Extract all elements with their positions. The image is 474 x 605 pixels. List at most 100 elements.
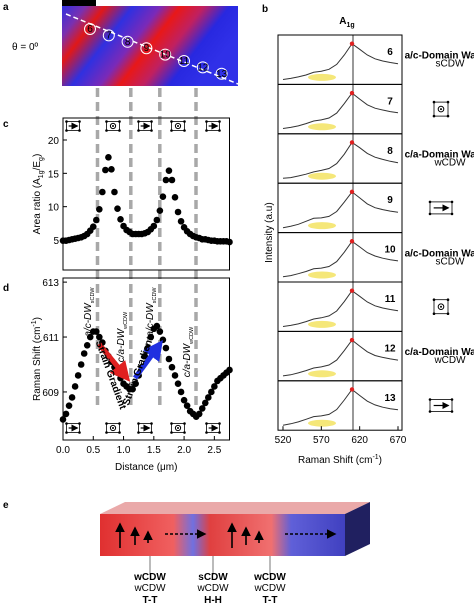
position-label: 8 [125, 37, 131, 48]
shoulder-shade [308, 123, 336, 131]
scale-bar [62, 0, 96, 6]
x-tick-label: 2.0 [177, 445, 191, 456]
peak-marker [349, 387, 355, 392]
data-point [171, 372, 179, 379]
wall-label: a/c-Domain Wall [405, 51, 474, 62]
data-point [150, 222, 158, 230]
spectrum-name: 7 [387, 96, 393, 107]
data-point [195, 410, 203, 418]
data-point [153, 216, 161, 224]
position-label: 9 [144, 43, 150, 54]
data-point [208, 388, 215, 396]
data-point [59, 416, 67, 423]
data-point [156, 207, 164, 214]
y-axis-label: Raman Shift (cm-1) [31, 317, 43, 401]
shoulder-shade [308, 172, 336, 180]
position-label: 7 [106, 30, 112, 41]
position-label: 12 [197, 62, 209, 73]
data-point [159, 336, 167, 344]
x-axis-label-part: -1 [372, 454, 378, 461]
peak-marker [349, 140, 355, 145]
shoulder-shade [308, 222, 336, 230]
spectrum-name: 8 [387, 146, 393, 157]
y-tick-label: 15 [48, 169, 60, 180]
icon-corner [137, 422, 140, 425]
y-tick-label: 20 [48, 136, 60, 147]
y-tick-label: 5 [53, 236, 59, 247]
data-point [180, 396, 188, 404]
position-marker [121, 35, 134, 48]
data-point [68, 394, 76, 401]
icon-corner [150, 120, 153, 123]
spectrum-name: 10 [384, 245, 396, 256]
spectra-title-part: A [339, 16, 346, 27]
icon-corner [205, 431, 208, 434]
x-tick-label: 2.5 [207, 445, 221, 456]
x-tick-label: 670 [390, 435, 407, 446]
data-point [65, 402, 73, 409]
y-axis-label: Area ratio (A1g/Eg) [32, 154, 45, 235]
icon-corner [105, 422, 108, 425]
x-axis-label-part: Raman Shift (cm [298, 455, 372, 466]
icon-corner [446, 298, 450, 302]
icon-corner [183, 120, 186, 123]
spectrum-name: 6 [387, 47, 393, 58]
icon-dot [177, 125, 179, 127]
y-axis-label-part: ) [32, 154, 43, 157]
icon-corner [446, 312, 450, 316]
spectrum-line [282, 388, 399, 426]
orientation-icon [433, 299, 449, 315]
icon-corner [450, 398, 454, 401]
pfm-image [62, 6, 238, 86]
spectrum-line [282, 339, 399, 377]
icon-corner [218, 120, 221, 123]
peak-marker [349, 239, 355, 244]
wall-label-sub: sCDW [436, 256, 465, 267]
wall-annotation: c/a-DWwCDW [116, 311, 129, 362]
icon-corner [118, 431, 121, 434]
data-point [111, 188, 118, 196]
data-point [174, 208, 182, 216]
spectrum-name: 11 [385, 294, 396, 305]
wall-label: c/a-Domain Wall [405, 347, 474, 358]
icon-corner [218, 422, 221, 425]
data-point [117, 216, 124, 223]
data-point [105, 154, 112, 161]
panel-label: a [3, 2, 9, 13]
data-point [156, 328, 164, 335]
data-point [165, 355, 173, 363]
wall-annotation-name: c/a-DW [116, 327, 127, 362]
y-axis-label: Intensity (a.u) [264, 202, 275, 263]
panel-label: b [262, 4, 268, 15]
spectrum-line [282, 92, 399, 129]
spectrum-line [282, 141, 399, 179]
y-axis-label-part: -1 [31, 320, 38, 326]
y-axis-label-part: /E [32, 161, 43, 171]
block-top [100, 502, 370, 514]
icon-corner [218, 431, 221, 434]
icon-dot [440, 305, 442, 308]
angle-label: θ = 0º [12, 42, 39, 53]
position-marker [140, 42, 153, 55]
data-point [74, 372, 82, 379]
polar-arrows [115, 522, 337, 548]
data-point [162, 344, 170, 352]
icon-corner [78, 129, 81, 132]
data-point [177, 388, 185, 396]
cdw-upper: sCDW [198, 572, 228, 583]
position-marker [159, 48, 172, 61]
icon-corner [432, 100, 436, 104]
peak-marker [349, 41, 355, 46]
data-point [93, 216, 100, 224]
data-point [77, 361, 85, 368]
icon-dot [112, 125, 114, 127]
icon-corner [432, 312, 436, 316]
orientation-icon [433, 101, 449, 117]
icon-corner [450, 200, 454, 204]
wall-annotation-name: a/c-DW [83, 302, 94, 337]
data-point [168, 363, 176, 371]
orientation-icon [171, 121, 185, 131]
wall-type: T-T [143, 595, 158, 605]
data-point [226, 366, 233, 374]
data-point [129, 385, 136, 393]
